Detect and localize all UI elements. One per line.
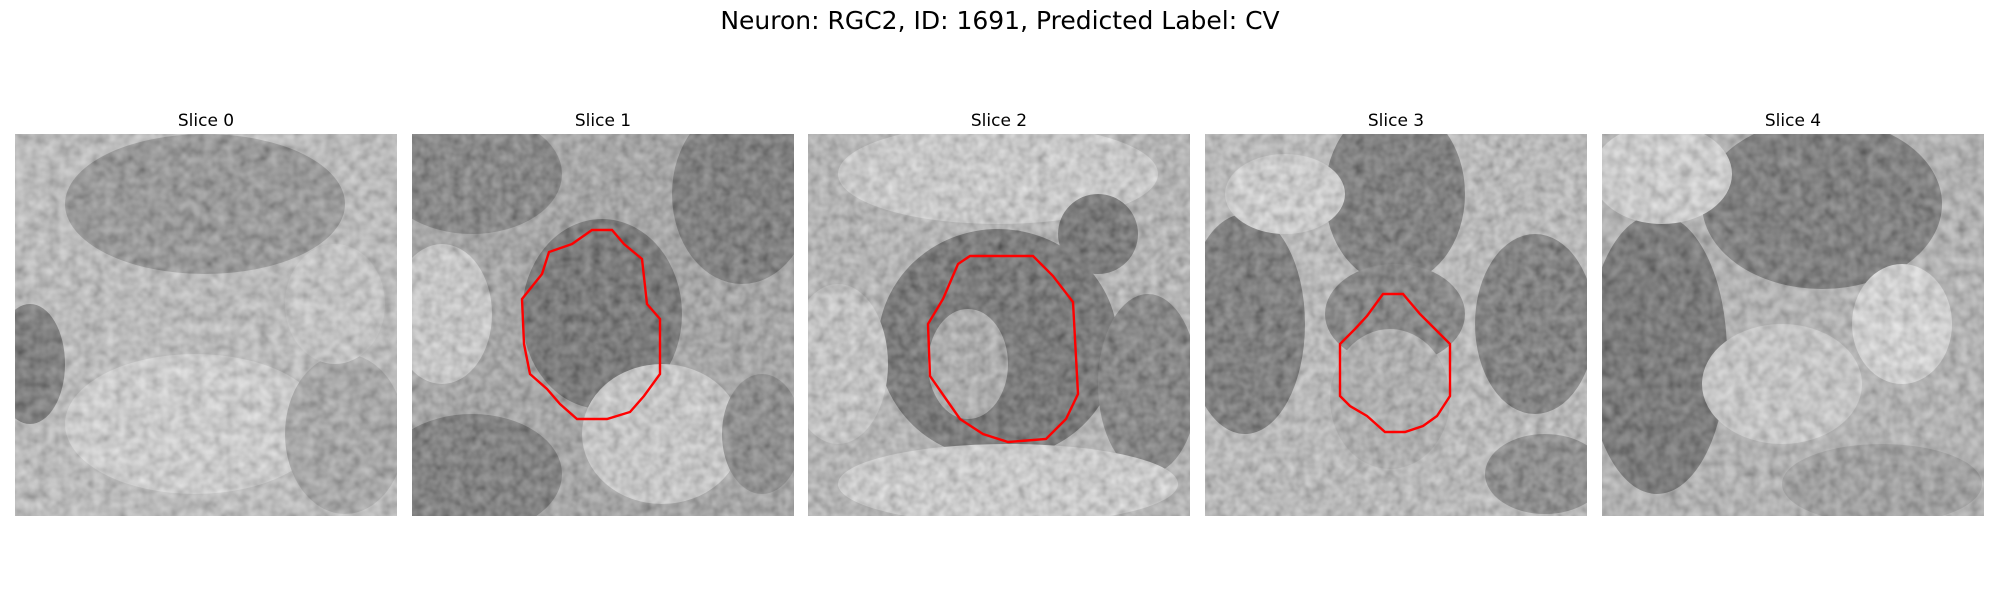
slice-title: Slice 4	[1602, 108, 1984, 134]
figure-title: Neuron: RGC2, ID: 1691, Predicted Label:…	[0, 6, 2000, 35]
slice-image-4	[1602, 134, 1984, 516]
slice-image-0	[15, 134, 397, 516]
slice-title: Slice 0	[15, 108, 397, 134]
slice-panel-3: Slice 3	[1205, 108, 1587, 516]
slice-image-2	[808, 134, 1190, 516]
slice-image-1	[412, 134, 794, 516]
slice-title: Slice 1	[412, 108, 794, 134]
slice-image-3	[1205, 134, 1587, 516]
slice-panel-0: Slice 0	[15, 108, 397, 516]
slice-panel-4: Slice 4	[1602, 108, 1984, 516]
slice-panel-2: Slice 2	[808, 108, 1190, 516]
slice-panel-1: Slice 1	[412, 108, 794, 516]
slice-title: Slice 2	[808, 108, 1190, 134]
slice-title: Slice 3	[1205, 108, 1587, 134]
